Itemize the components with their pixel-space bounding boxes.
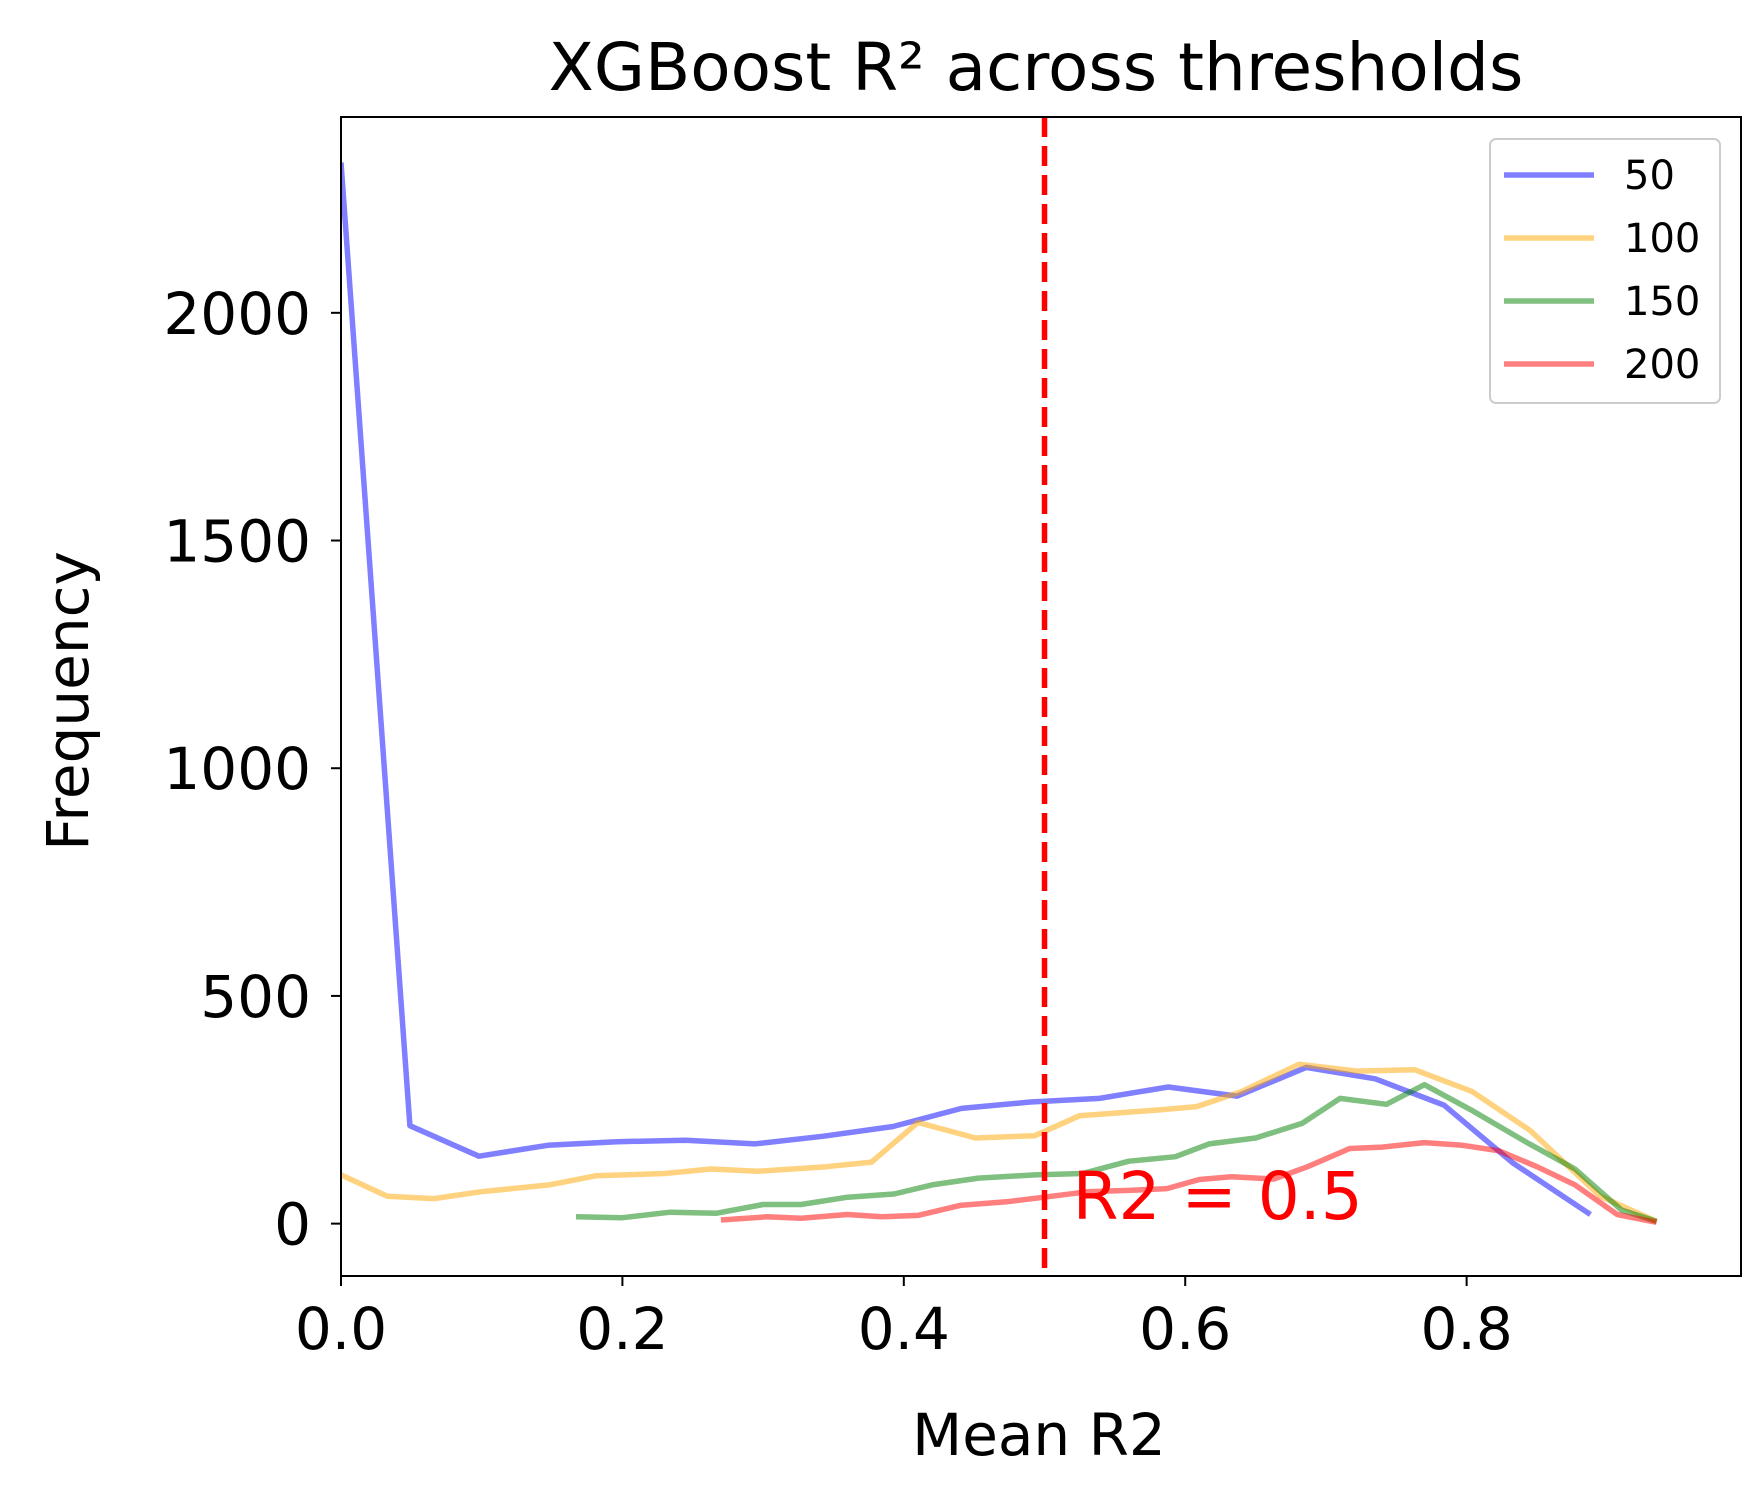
x-axis: 0.0 0.2 0.4 0.6 0.8 xyxy=(295,1276,1513,1363)
y-tick-label: 0 xyxy=(274,1191,311,1259)
plot-frame xyxy=(340,116,1742,1277)
series-line-200 xyxy=(720,1139,1658,1225)
legend-box xyxy=(1489,138,1721,404)
x-axis-label: Mean R2 xyxy=(912,1401,1166,1469)
x-tick-label: 0.4 xyxy=(858,1295,950,1363)
x-tick-label: 0.2 xyxy=(576,1295,668,1363)
x-tick-label: 0.0 xyxy=(295,1295,387,1363)
legend-label-50: 50 xyxy=(1624,153,1675,199)
series-line-100 xyxy=(341,1061,1658,1224)
y-tick-label: 1500 xyxy=(163,508,311,576)
y-tick-label: 2000 xyxy=(163,280,311,348)
x-tick-label: 0.8 xyxy=(1421,1295,1513,1363)
x-tick-label: 0.6 xyxy=(1139,1295,1231,1363)
reference-line-label: R2 = 0.5 xyxy=(1073,1158,1363,1235)
legend-label-200: 200 xyxy=(1624,342,1700,388)
legend-label-150: 150 xyxy=(1624,279,1700,325)
y-tick-label: 1000 xyxy=(163,735,311,803)
series-line-50 xyxy=(341,162,1592,1217)
legend-label-100: 100 xyxy=(1624,216,1700,262)
legend: 50 100 150 200 xyxy=(1489,138,1721,404)
y-tick-label: 500 xyxy=(200,963,311,1031)
y-axis-label: Frequency xyxy=(34,551,102,851)
reference-line-group: R2 = 0.5 xyxy=(1041,117,1363,1276)
chart-title: XGBoost R² across thresholds xyxy=(549,29,1524,106)
plot-area xyxy=(341,162,1658,1225)
series-line-150 xyxy=(575,1081,1658,1225)
y-axis: 0 500 1000 1500 2000 xyxy=(163,280,341,1259)
